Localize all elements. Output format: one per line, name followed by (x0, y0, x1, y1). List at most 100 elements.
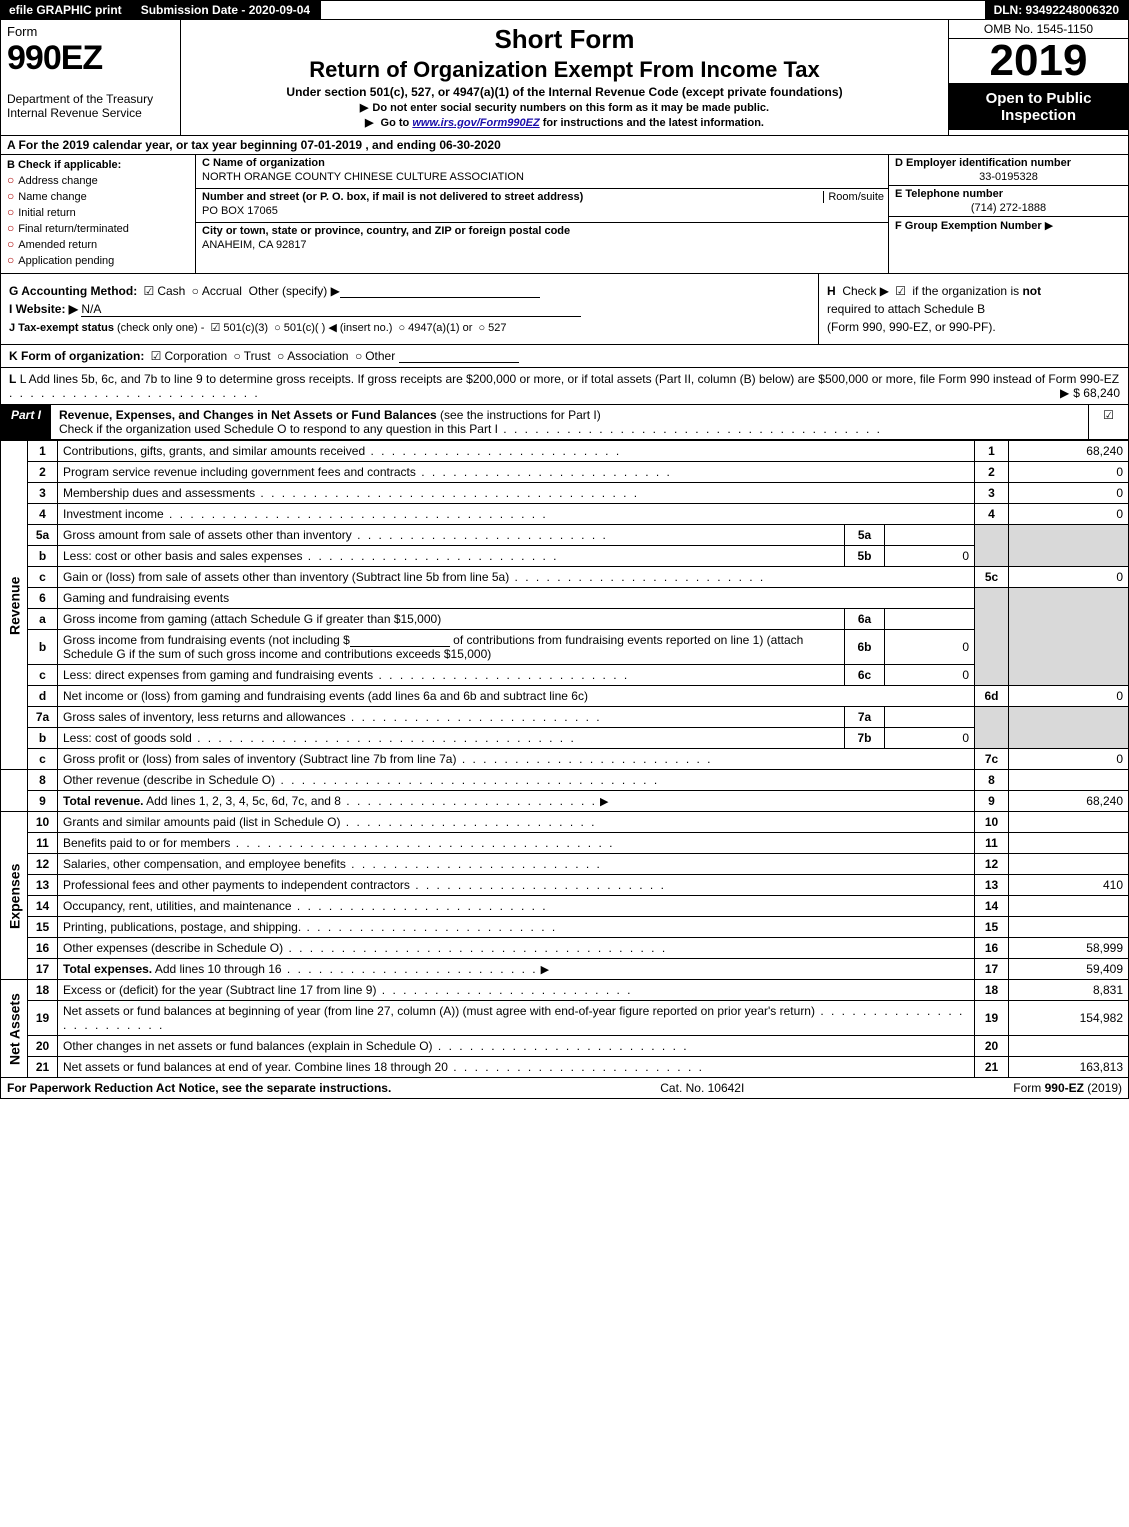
cb-527[interactable] (475, 322, 488, 334)
irs-label: Internal Revenue Service (7, 106, 174, 120)
c-name-label: C Name of organization (202, 157, 325, 169)
j-label: J Tax-exempt status (9, 322, 114, 334)
dln: DLN: 93492248006320 (986, 1, 1128, 19)
header-center: Short Form Return of Organization Exempt… (181, 20, 948, 135)
tax-year: 2019 (949, 39, 1128, 84)
cb-initial-return[interactable]: Initial return (7, 205, 189, 219)
form-ref: Form 990-EZ (2019) (1013, 1081, 1122, 1095)
cb-address-change[interactable]: Address change (7, 173, 189, 187)
entity-info-grid: B Check if applicable: Address change Na… (0, 155, 1129, 274)
telephone: (714) 272-1888 (895, 202, 1122, 214)
top-bar: efile GRAPHIC print Submission Date - 20… (0, 0, 1129, 20)
line-6b-contrib-blank[interactable] (350, 633, 450, 647)
line-5a-value (885, 525, 975, 546)
part-i-table: Revenue 1 Contributions, gifts, grants, … (0, 440, 1129, 1078)
line-19-value: 154,982 (1009, 1001, 1129, 1036)
ein: 33-0195328 (895, 171, 1122, 183)
ssn-warning: Do not enter social security numbers on … (187, 101, 942, 114)
org-address: PO BOX 17065 (202, 205, 882, 217)
line-k: K Form of organization: Corporation Trus… (0, 345, 1129, 368)
section-h: H Check ▶ if the organization is not req… (818, 274, 1128, 344)
line-7a-value (885, 707, 975, 728)
section-b: B Check if applicable: Address change Na… (1, 155, 196, 273)
line-9-value: 68,240 (1009, 791, 1129, 812)
cb-final-return[interactable]: Final return/terminated (7, 221, 189, 235)
line-16-value: 58,999 (1009, 938, 1129, 959)
website-value: N/A (81, 302, 581, 317)
cb-accrual[interactable] (189, 284, 202, 298)
cb-h-check[interactable] (892, 284, 909, 298)
line-7b-value: 0 (885, 728, 975, 749)
part-i-header: Part I Revenue, Expenses, and Changes in… (0, 405, 1129, 440)
line-5b-value: 0 (885, 546, 975, 567)
meta-ghij: G Accounting Method: Cash Accrual Other … (0, 274, 1129, 345)
submission-date: Submission Date - 2020-09-04 (131, 1, 321, 19)
cb-4947[interactable] (396, 322, 409, 334)
expenses-side-label: Expenses (1, 812, 28, 980)
g-label: G Accounting Method: (9, 284, 137, 298)
b-label: B Check if applicable: (7, 159, 189, 171)
line-2-value: 0 (1009, 462, 1129, 483)
cb-cash[interactable] (141, 284, 158, 298)
form-subtitle: Under section 501(c), 527, or 4947(a)(1)… (187, 85, 942, 99)
arrow-icon (538, 962, 550, 976)
line-14-value (1009, 896, 1129, 917)
arrow-icon (1060, 386, 1073, 400)
section-c: C Name of organization NORTH ORANGE COUN… (196, 155, 888, 273)
line-13-value: 410 (1009, 875, 1129, 896)
part-i-checkbox[interactable]: ☑ (1088, 405, 1128, 439)
line-17-value: 59,409 (1009, 959, 1129, 980)
section-def: D Employer identification number 33-0195… (888, 155, 1128, 273)
h-label: H (827, 284, 836, 298)
cb-name-change[interactable]: Name change (7, 189, 189, 203)
cb-association[interactable] (274, 349, 287, 363)
g-other-blank[interactable] (340, 284, 540, 298)
part-i-title: Revenue, Expenses, and Changes in Net As… (51, 405, 1088, 439)
dept-treasury: Department of the Treasury (7, 92, 174, 106)
line-6a-value (885, 609, 975, 630)
row-a-tax-year: A For the 2019 calendar year, or tax yea… (0, 136, 1129, 155)
line-5c-value: 0 (1009, 567, 1129, 588)
line-l: L L Add lines 5b, 6c, and 7b to line 9 t… (0, 368, 1129, 405)
arrow-icon (597, 794, 609, 808)
efile-graphic-print: efile GRAPHIC print (1, 1, 131, 19)
cb-trust[interactable] (230, 349, 243, 363)
cb-501c[interactable] (271, 322, 284, 334)
c-addr-label: Number and street (or P. O. box, if mail… (202, 191, 583, 203)
org-city: ANAHEIM, CA 92817 (202, 239, 882, 251)
line-15-value (1009, 917, 1129, 938)
d-label: D Employer identification number (895, 157, 1071, 169)
line-3-value: 0 (1009, 483, 1129, 504)
cb-application-pending[interactable]: Application pending (7, 253, 189, 267)
form-number: 990EZ (7, 39, 174, 78)
f-label: F Group Exemption Number (895, 220, 1042, 232)
meta-left: G Accounting Method: Cash Accrual Other … (1, 274, 818, 344)
page-footer: For Paperwork Reduction Act Notice, see … (0, 1078, 1129, 1099)
room-suite-label: Room/suite (823, 191, 884, 203)
line-18-value: 8,831 (1009, 980, 1129, 1001)
line-11-value (1009, 833, 1129, 854)
cb-amended-return[interactable]: Amended return (7, 237, 189, 251)
paperwork-notice: For Paperwork Reduction Act Notice, see … (7, 1081, 391, 1095)
org-name: NORTH ORANGE COUNTY CHINESE CULTURE ASSO… (202, 171, 882, 183)
cat-no: Cat. No. 10642I (660, 1081, 744, 1095)
line-6c-value: 0 (885, 665, 975, 686)
form-title: Return of Organization Exempt From Incom… (187, 57, 942, 83)
line-7c-value: 0 (1009, 749, 1129, 770)
revenue-side-label: Revenue (1, 441, 28, 770)
cb-corporation[interactable] (148, 349, 165, 363)
header-right: OMB No. 1545-1150 2019 Open to Public In… (948, 20, 1128, 135)
cb-501c3[interactable] (208, 322, 224, 334)
short-form-title: Short Form (187, 24, 942, 55)
irs-link[interactable]: www.irs.gov/Form990EZ (412, 117, 539, 129)
line-20-value (1009, 1036, 1129, 1057)
f-arrow-icon: ▶ (1045, 220, 1053, 232)
header-left: Form 990EZ Department of the Treasury In… (1, 20, 181, 135)
line-10-value (1009, 812, 1129, 833)
cb-other-org[interactable] (352, 349, 365, 363)
other-org-blank[interactable] (399, 349, 519, 363)
line-6d-value: 0 (1009, 686, 1129, 707)
line-1-value: 68,240 (1009, 441, 1129, 462)
part-i-tag: Part I (1, 405, 51, 439)
c-city-label: City or town, state or province, country… (202, 225, 570, 237)
